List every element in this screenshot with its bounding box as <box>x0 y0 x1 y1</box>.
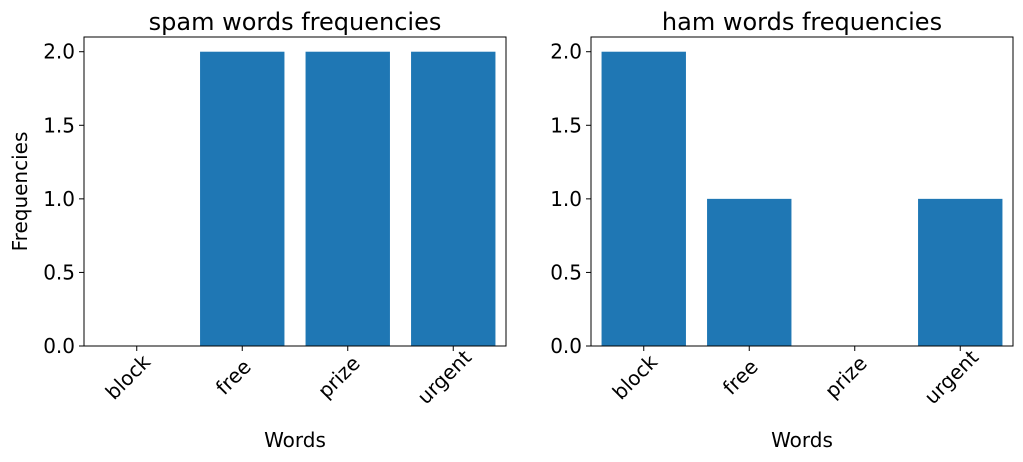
spam-x-ticks: block free prize urgent <box>101 345 477 409</box>
spam-y-tick-label: 0.0 <box>43 334 75 358</box>
ham-x-tick-label: urgent <box>919 345 983 409</box>
ham-bar-free <box>707 198 792 346</box>
spam-axes-frame <box>83 36 507 347</box>
ham-x-ticks: block free prize urgent <box>608 345 984 409</box>
spam-x-tick-label: prize <box>313 351 365 403</box>
ham-bars <box>601 51 1003 346</box>
spam-x-tick-label: block <box>101 350 156 405</box>
ham-x-tick-label: prize <box>820 351 872 403</box>
ham-bar-urgent <box>918 198 1003 346</box>
spam-chart-panel: spam words frequencies block free prize urg… <box>8 8 507 452</box>
ham-chart-title: ham words frequencies <box>662 8 942 36</box>
ham-x-tick-label: block <box>608 350 663 405</box>
ham-y-tick-label: 0.0 <box>550 334 582 358</box>
ham-y-ticks: 0.0 0.5 1.0 1.5 2.0 <box>550 40 591 358</box>
spam-x-tick-label: urgent <box>412 345 476 409</box>
ham-x-tick-label: free <box>718 355 763 400</box>
spam-y-axis-label: Frequencies <box>8 132 32 252</box>
spam-y-tick-label: 2.0 <box>43 40 75 64</box>
spam-bar-free <box>200 51 285 346</box>
spam-bar-urgent <box>411 51 496 346</box>
spam-y-ticks: 0.0 0.5 1.0 1.5 2.0 <box>43 40 84 358</box>
spam-y-tick-label: 0.5 <box>43 260 75 284</box>
spam-bar-prize <box>305 51 390 346</box>
spam-chart-title: spam words frequencies <box>149 8 442 36</box>
ham-y-tick-label: 0.5 <box>550 260 582 284</box>
spam-x-tick-label: free <box>211 355 256 400</box>
spam-x-axis-label: Words <box>264 428 326 452</box>
ham-bar-block <box>601 51 686 346</box>
spam-y-tick-label: 1.5 <box>43 113 75 137</box>
ham-y-tick-label: 2.0 <box>550 40 582 64</box>
spam-bars <box>200 51 496 346</box>
spam-y-tick-label: 1.0 <box>43 187 75 211</box>
ham-chart-panel: ham words frequencies block free prize urge… <box>550 8 1014 452</box>
ham-y-tick-label: 1.0 <box>550 187 582 211</box>
ham-axes-frame <box>590 36 1014 347</box>
ham-y-tick-label: 1.5 <box>550 113 582 137</box>
ham-x-axis-label: Words <box>771 428 833 452</box>
